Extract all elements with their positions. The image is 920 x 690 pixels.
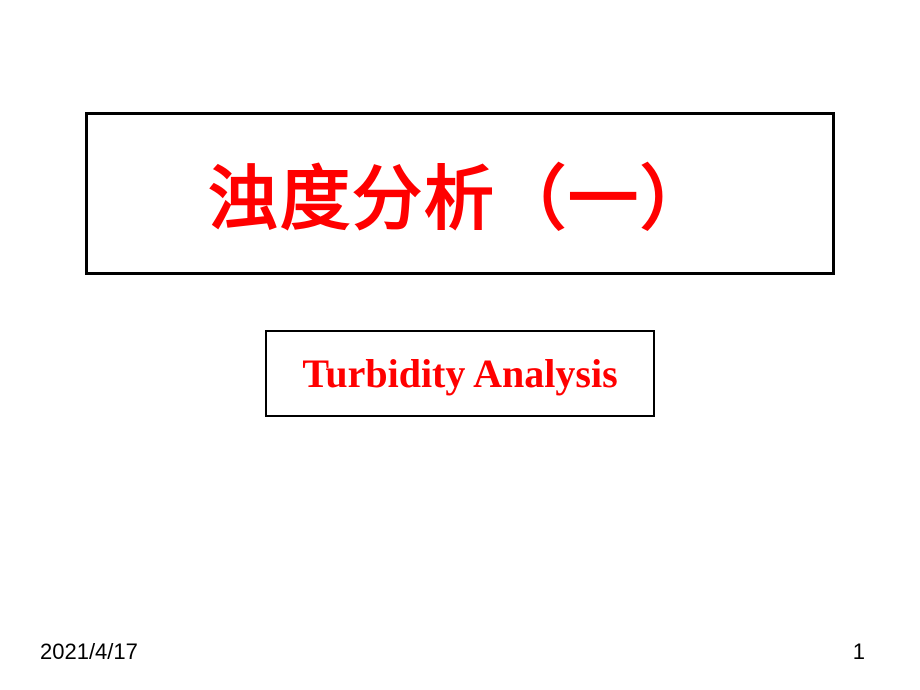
subtitle-box: Turbidity Analysis <box>265 330 654 417</box>
footer-date: 2021/4/17 <box>40 639 138 665</box>
main-title: 浊度分析（一） <box>128 143 792 244</box>
footer-page-number: 1 <box>853 639 865 665</box>
slide-container: 浊度分析（一） Turbidity Analysis 2021/4/17 1 <box>0 0 920 690</box>
subtitle: Turbidity Analysis <box>302 350 617 397</box>
main-title-box: 浊度分析（一） <box>85 112 835 275</box>
